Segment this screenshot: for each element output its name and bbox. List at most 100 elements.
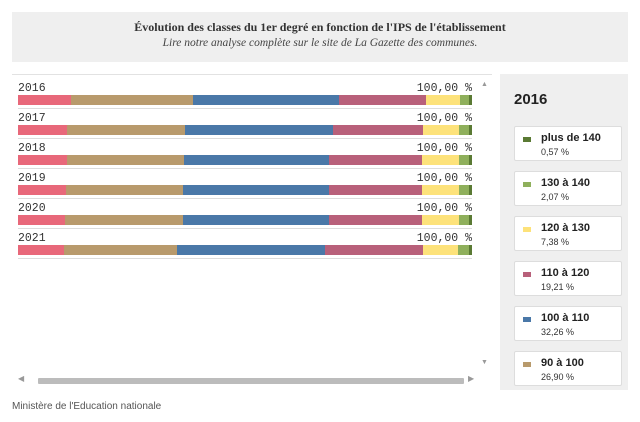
chart-subtitle[interactable]: Lire notre analyse complète sur le site …: [162, 37, 478, 49]
legend-label: 120 à 130: [541, 222, 590, 234]
bar-row: 2017 100,00 %: [18, 111, 472, 141]
legend-label: 110 à 120: [541, 267, 590, 279]
bar-segment[interactable]: [328, 185, 422, 195]
bar-segment[interactable]: [469, 125, 472, 135]
bar-row: 2018 100,00 %: [18, 141, 472, 171]
stacked-bar[interactable]: [18, 125, 472, 135]
stacked-bar[interactable]: [18, 155, 472, 165]
chart-header: Évolution des classes du 1er degré en fo…: [12, 12, 628, 62]
year-label: 2021: [18, 232, 46, 245]
bar-segment[interactable]: [18, 215, 66, 225]
bar-segment[interactable]: [469, 155, 472, 165]
legend-value: 0,57 %: [541, 147, 570, 157]
legend-year: 2016: [514, 91, 548, 108]
year-label: 2016: [18, 82, 46, 95]
bar-segment[interactable]: [422, 155, 459, 165]
bar-segment[interactable]: [18, 95, 71, 105]
legend-label: 130 à 140: [541, 177, 590, 189]
legend-panel: 2016 plus de 140 0,57 % 130 à 140 2,07 % 120…: [500, 74, 628, 390]
bar-segment[interactable]: [328, 215, 423, 225]
bar-segment[interactable]: [459, 125, 470, 135]
legend-swatch-icon: [523, 317, 531, 322]
year-label: 2019: [18, 172, 46, 185]
legend-swatch-icon: [523, 182, 531, 187]
bar-segment[interactable]: [66, 155, 185, 165]
legend-value: 26,90 %: [541, 372, 575, 382]
bar-rows: 2016 100,00 % 2017 100,00 % 2018 100,00 % 2019…: [18, 75, 478, 365]
legend-item[interactable]: 100 à 110 32,26 %: [514, 306, 622, 341]
bar-row: 2016 100,00 %: [18, 81, 472, 111]
bar-segment[interactable]: [458, 185, 470, 195]
legend-label: 90 à 100: [541, 357, 584, 369]
total-label: 100,00 %: [416, 82, 472, 95]
bar-segment[interactable]: [458, 155, 470, 165]
legend-item[interactable]: 130 à 140 2,07 %: [514, 171, 622, 206]
horizontal-scroll-thumb[interactable]: [38, 378, 464, 384]
bar-segment[interactable]: [67, 125, 186, 135]
row-separator: [18, 168, 472, 169]
row-separator: [18, 108, 472, 109]
bar-segment[interactable]: [458, 215, 470, 225]
scroll-up-icon[interactable]: ▲: [481, 81, 488, 88]
bar-segment[interactable]: [18, 245, 64, 255]
legend-item[interactable]: 90 à 100 26,90 %: [514, 351, 622, 386]
total-label: 100,00 %: [416, 172, 472, 185]
legend-item[interactable]: plus de 140 0,57 %: [514, 126, 622, 161]
legend-swatch-icon: [523, 227, 531, 232]
bar-segment[interactable]: [469, 185, 472, 195]
bar-segment[interactable]: [423, 125, 460, 135]
bar-segment[interactable]: [332, 125, 424, 135]
bar-row: 2020 100,00 %: [18, 201, 472, 231]
bar-segment[interactable]: [184, 155, 330, 165]
scroll-down-icon[interactable]: ▼: [481, 359, 488, 366]
source-credit: Ministère de l'Education nationale: [12, 401, 162, 412]
legend-value: 2,07 %: [541, 192, 570, 202]
stacked-bar[interactable]: [18, 245, 472, 255]
total-label: 100,00 %: [416, 142, 472, 155]
bar-segment[interactable]: [192, 95, 340, 105]
row-separator: [18, 198, 472, 199]
stacked-bar[interactable]: [18, 215, 472, 225]
row-separator: [18, 138, 472, 139]
bar-segment[interactable]: [422, 245, 458, 255]
bar-segment[interactable]: [469, 95, 472, 105]
row-separator: [18, 258, 472, 259]
bar-segment[interactable]: [426, 95, 460, 105]
bar-segment[interactable]: [18, 125, 68, 135]
bar-segment[interactable]: [324, 245, 423, 255]
total-label: 100,00 %: [416, 232, 472, 245]
legend-value: 7,38 %: [541, 237, 570, 247]
bar-segment[interactable]: [177, 245, 325, 255]
bar-segment[interactable]: [185, 125, 333, 135]
bar-segment[interactable]: [329, 155, 423, 165]
vertical-scrollbar[interactable]: ▲ ▼: [480, 75, 490, 371]
bar-segment[interactable]: [18, 185, 66, 195]
bar-segment[interactable]: [182, 215, 329, 225]
bar-segment[interactable]: [469, 215, 472, 225]
bar-segment[interactable]: [65, 215, 183, 225]
scroll-left-icon[interactable]: ◀: [18, 374, 25, 383]
chart-area: 2016 100,00 % 2017 100,00 % 2018 100,00 % 2019…: [12, 74, 492, 390]
legend-item[interactable]: 110 à 120 19,21 %: [514, 261, 622, 296]
bar-segment[interactable]: [422, 215, 459, 225]
bar-segment[interactable]: [457, 245, 469, 255]
year-label: 2017: [18, 112, 46, 125]
bar-segment[interactable]: [339, 95, 427, 105]
scroll-right-icon[interactable]: ▶: [468, 374, 475, 383]
legend-swatch-icon: [523, 137, 531, 142]
year-label: 2020: [18, 202, 46, 215]
bar-segment[interactable]: [182, 185, 329, 195]
bar-segment[interactable]: [70, 95, 193, 105]
bar-segment[interactable]: [459, 95, 470, 105]
horizontal-scrollbar[interactable]: ◀ ▶: [12, 373, 480, 387]
bar-segment[interactable]: [18, 155, 67, 165]
stacked-bar[interactable]: [18, 185, 472, 195]
bar-segment[interactable]: [421, 185, 459, 195]
bar-segment[interactable]: [65, 185, 183, 195]
bar-segment[interactable]: [63, 245, 178, 255]
row-separator: [18, 228, 472, 229]
stacked-bar[interactable]: [18, 95, 472, 105]
legend-item[interactable]: 120 à 130 7,38 %: [514, 216, 622, 251]
year-label: 2018: [18, 142, 46, 155]
bar-segment[interactable]: [468, 245, 472, 255]
